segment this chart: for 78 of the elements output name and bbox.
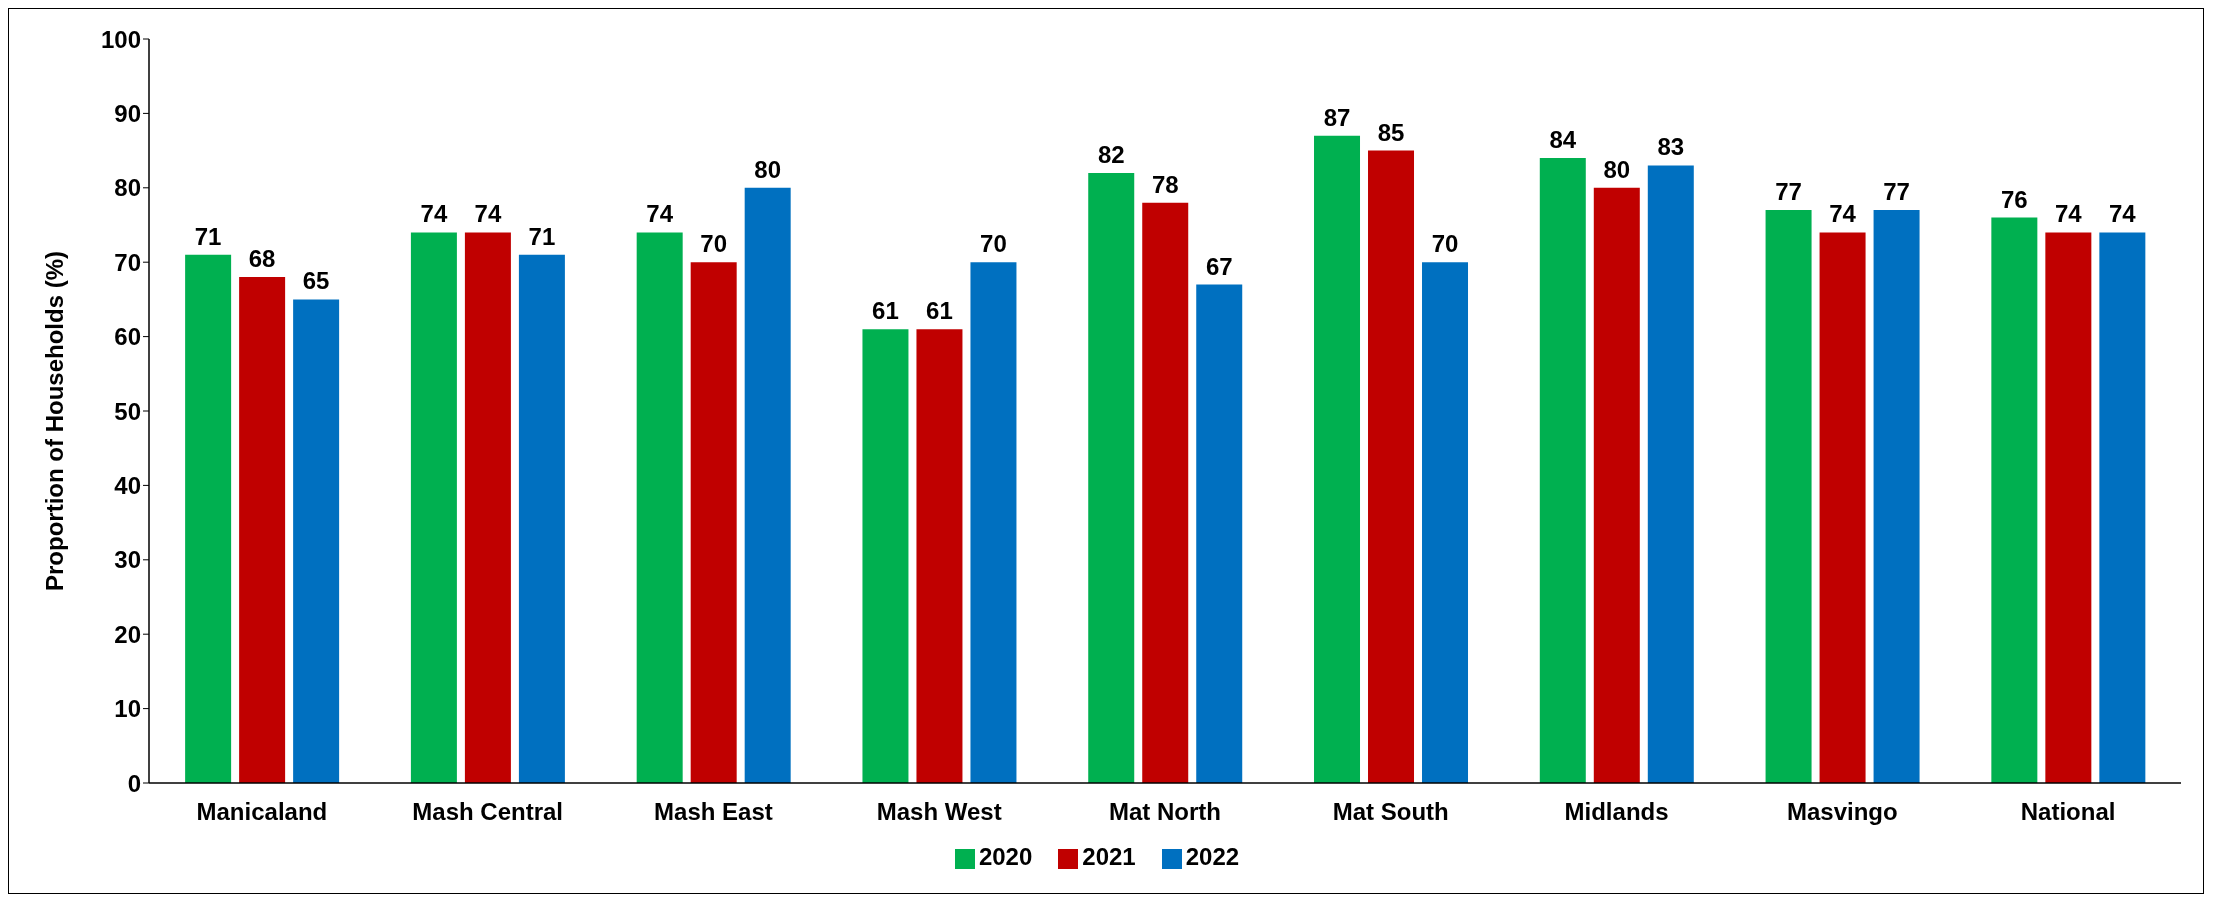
data-label: 84 [1549,126,1577,154]
data-label: 74 [2055,200,2083,228]
data-label: 80 [754,155,782,183]
data-label: 77 [1775,178,1802,206]
data-label: 74 [2109,200,2137,228]
y-tick-label: 40 [114,471,141,499]
data-label: 70 [980,230,1007,258]
x-tick-label: Manicaland [196,798,328,826]
data-label: 70 [700,230,728,258]
bar [636,232,683,783]
data-label: 71 [528,222,556,250]
x-tick-label: Midlands [1564,798,1669,826]
bar [1088,172,1135,783]
bar [862,329,909,783]
y-tick-label: 30 [114,546,141,574]
bar [1196,284,1243,783]
x-tick-label: Mat North [1109,798,1221,826]
bar [744,187,791,783]
y-tick-label: 0 [127,769,141,797]
bar [2099,232,2146,783]
bar [1539,158,1586,783]
legend-label: 2021 [1082,843,1136,870]
data-label: 74 [420,200,448,228]
data-label: 67 [1205,252,1233,280]
bar [1819,232,1866,783]
data-label: 68 [248,245,276,273]
bar [916,329,963,783]
bar [293,299,340,783]
bar [1873,210,1920,783]
data-label: 76 [2001,185,2028,213]
x-tick-label: Mash West [876,798,1002,826]
y-tick-label: 10 [114,695,141,723]
y-tick-label: 60 [114,323,141,351]
data-label: 74 [646,200,674,228]
y-axis-title: Proportion of Households (%) [40,251,68,591]
data-label: 61 [926,297,953,325]
bar [410,232,457,783]
x-tick-label: Mat South [1332,798,1449,826]
bar [1422,262,1469,783]
data-label: 85 [1377,118,1405,146]
data-label: 87 [1323,103,1351,131]
x-tick-label: Mash Central [412,798,564,826]
bar [690,262,737,783]
bar [1991,217,2038,783]
data-label: 78 [1151,170,1179,198]
y-tick-label: 50 [114,397,141,425]
bar [2045,232,2092,783]
y-tick-label: 70 [114,248,141,276]
data-label: 80 [1603,155,1631,183]
y-tick-label: 90 [114,99,141,127]
bar [518,254,565,783]
legend-label: 2020 [978,843,1033,870]
data-label: 71 [194,222,222,250]
y-tick-label: 20 [114,620,141,648]
data-label: 70 [1431,230,1459,258]
legend-label: 2022 [1185,843,1240,870]
data-label: 65 [302,267,330,295]
bar [1368,150,1415,783]
bar [970,262,1017,783]
bar [1142,202,1189,783]
bar [239,277,286,783]
data-label: 61 [872,297,899,325]
y-tick-label: 80 [114,174,141,202]
bar [1765,210,1812,783]
bar [185,254,232,783]
data-label: 82 [1097,140,1125,168]
bar [1593,187,1640,783]
x-tick-label: Mash East [654,798,773,826]
bar [1314,135,1361,783]
data-label: 77 [1883,178,1910,206]
x-tick-label: National [2020,798,2116,826]
data-label: 74 [1829,200,1857,228]
bar [1647,165,1694,783]
x-tick-label: Masvingo [1786,798,1898,826]
data-label: 83 [1657,133,1685,161]
bar [464,232,511,783]
y-tick-label: 100 [100,25,141,53]
data-label: 74 [474,200,502,228]
